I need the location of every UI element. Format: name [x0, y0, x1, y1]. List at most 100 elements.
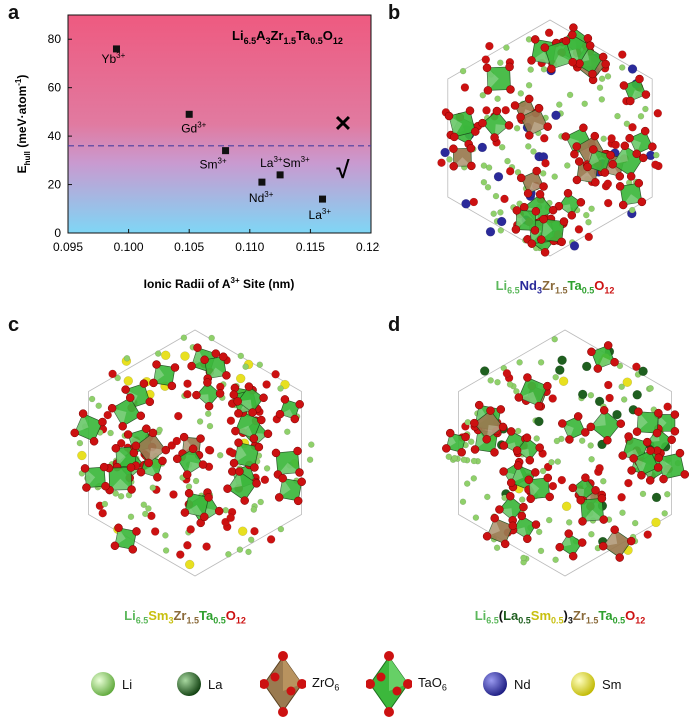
atom-sphere	[617, 493, 626, 502]
oxygen-atom	[118, 422, 127, 431]
atom-sphere	[583, 211, 590, 219]
y-tick-label: 80	[48, 32, 62, 46]
oxygen-atom	[482, 63, 492, 73]
y-axis-label: Ehull (meV·atom-1)	[14, 75, 32, 174]
atom-sphere	[247, 536, 255, 544]
octahedron-highlight	[153, 364, 165, 383]
oxygen-atom	[653, 463, 663, 472]
oxygen-atom	[599, 406, 609, 415]
oxygen-atom	[483, 86, 493, 95]
atom-sphere	[627, 64, 638, 74]
atom-sphere	[498, 143, 506, 151]
atom-sphere	[516, 359, 523, 366]
formula-d: Li6.5(La0.5Sm0.5)3Zr1.5Ta0.5O12	[474, 608, 646, 626]
atom-sphere	[618, 50, 627, 59]
oxygen-atom	[578, 517, 587, 526]
atom-sphere	[236, 546, 244, 553]
atom-sphere	[479, 91, 487, 99]
oxygen-atom	[523, 189, 533, 198]
oxygen-atom	[445, 428, 455, 438]
atom-sphere	[653, 151, 660, 159]
oxygen-atom	[569, 23, 578, 32]
atom-sphere	[467, 438, 475, 445]
atom-sphere	[497, 209, 504, 216]
oxygen-atom	[187, 361, 196, 371]
atom-sphere	[639, 490, 647, 498]
atom-sphere	[208, 334, 215, 342]
atom-sphere	[600, 135, 607, 142]
octahedron-highlight	[637, 411, 648, 432]
oxygen-atom	[471, 127, 480, 136]
atom-sphere	[539, 467, 547, 475]
oxygen-atom	[188, 444, 198, 454]
oxygen-atom	[555, 542, 564, 552]
atom-sphere	[250, 526, 259, 536]
oxygen-atom	[127, 485, 136, 494]
data-point-sm	[222, 147, 230, 155]
atom-sphere	[638, 366, 648, 377]
oxygen-atom	[470, 445, 480, 454]
atom-sphere	[76, 439, 84, 447]
atom-sphere	[77, 450, 87, 461]
oxygen-atom	[634, 178, 644, 188]
octahedron-highlight	[207, 367, 227, 379]
oxygen-atom	[537, 235, 546, 244]
oxygen-atom	[597, 494, 607, 503]
oxygen-atom	[632, 427, 642, 436]
atom-sphere	[103, 410, 112, 420]
oxygen-atom	[535, 443, 544, 452]
atom-sphere	[461, 199, 471, 209]
octahedron-highlight	[109, 478, 132, 491]
oxygen-atom	[568, 483, 578, 493]
data-label-nd: Nd3+	[249, 190, 274, 205]
oxygen-atom	[506, 491, 515, 501]
oxygen-atom	[203, 378, 212, 387]
oxygen-atom	[539, 214, 548, 224]
octahedron-highlight	[529, 121, 548, 136]
oxygen-atom	[532, 166, 541, 176]
oxygen-atom	[640, 126, 650, 136]
oxygen-atom	[490, 513, 499, 523]
oxygen-atom	[626, 172, 636, 181]
oxygen-atom	[136, 467, 146, 477]
oxygen-atom	[588, 69, 597, 79]
atom-sphere	[558, 376, 569, 386]
atom-sphere	[185, 483, 193, 490]
oxygen-atom	[615, 553, 624, 562]
oxygen-atom	[574, 157, 584, 166]
oxygen-atom	[467, 161, 476, 171]
atom-sphere	[555, 365, 565, 375]
oxygen-atom	[215, 389, 225, 398]
atom-sphere	[557, 475, 567, 485]
oxygen-atom	[601, 59, 610, 69]
data-label-yb: Yb3+	[101, 51, 125, 66]
atom-sphere	[551, 335, 558, 343]
oxygen-atom	[568, 57, 577, 67]
atom-sphere	[503, 44, 510, 51]
oxygen-atom	[290, 414, 300, 424]
oxygen-atom	[89, 437, 99, 446]
oxygen-atom	[293, 496, 303, 506]
oxygen-atom	[457, 448, 466, 457]
octahedron-highlight	[582, 509, 604, 522]
atom-sphere	[172, 436, 182, 446]
oxygen-atom	[478, 118, 487, 128]
atom-sphere	[525, 82, 533, 89]
atom-sphere	[263, 465, 271, 472]
oxygen-atom	[572, 142, 581, 151]
atom-sphere	[142, 510, 149, 518]
atom-sphere	[284, 428, 291, 436]
oxygen-atom	[257, 415, 266, 425]
x-tick-label: 0.115	[296, 240, 325, 254]
oxygen-atom	[229, 458, 239, 468]
atom-sphere	[216, 452, 224, 459]
atom-sphere	[520, 554, 527, 562]
atom-sphere	[497, 59, 504, 66]
atom-sphere	[140, 501, 148, 508]
oxygen-atom	[565, 435, 574, 444]
octahedron-highlight	[551, 54, 573, 69]
atom-sphere	[548, 394, 557, 403]
oxygen-atom	[659, 474, 668, 484]
oxygen-atom	[543, 122, 552, 131]
oxygen-atom	[568, 30, 577, 40]
